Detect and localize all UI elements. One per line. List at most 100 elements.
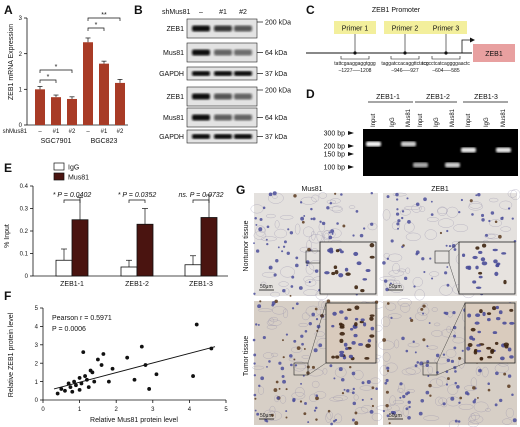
panel-g-nucleus bbox=[311, 312, 316, 317]
panel-g-nucleus bbox=[275, 259, 279, 263]
panel-b-band bbox=[234, 49, 252, 56]
panel-g-inset-nucleus bbox=[473, 350, 478, 355]
panel-g-nucleus bbox=[262, 335, 266, 340]
panel-a-xlabel: – bbox=[86, 129, 90, 135]
panel-g-inset-nucleus bbox=[343, 342, 348, 347]
panel-f-xtick-label: 2 bbox=[115, 407, 119, 413]
panel-f-point bbox=[139, 344, 144, 349]
panel-g-tissue-fiber bbox=[453, 223, 469, 233]
panel-f-xtick-label: 1 bbox=[78, 407, 82, 413]
panel-a-ytick-label: 1 bbox=[19, 88, 23, 94]
panel-g-nucleus bbox=[395, 198, 399, 201]
panel-b-band bbox=[234, 134, 252, 139]
panel-g-nucleus bbox=[349, 365, 352, 369]
panel-g-inset-nucleus bbox=[500, 356, 505, 361]
panel-g-tissue-fiber bbox=[294, 387, 305, 397]
panel-g-nucleus bbox=[312, 217, 316, 221]
panel-g-inset-nucleus bbox=[477, 330, 482, 334]
panel-a-bracket bbox=[39, 79, 57, 83]
panel-f-point bbox=[106, 379, 111, 384]
panel-g-inset-nucleus bbox=[472, 255, 478, 260]
panel-g-tissue-fiber bbox=[311, 380, 320, 388]
panel-f-ytick-label: 1 bbox=[35, 380, 39, 386]
panel-g-inset-nucleus bbox=[482, 311, 486, 317]
panel-g-nucleus bbox=[442, 353, 446, 356]
panel-g-nucleus bbox=[307, 247, 311, 252]
panel-g-inset-nucleus bbox=[369, 255, 375, 259]
panel-e-bracket bbox=[128, 199, 146, 203]
panel-g-nucleus bbox=[258, 384, 261, 388]
panel-g-inset-nucleus bbox=[362, 278, 368, 281]
panel-g-nucleus bbox=[275, 380, 279, 384]
panel-g-tissue-fiber bbox=[345, 389, 354, 394]
panel-f-point bbox=[85, 377, 89, 382]
panel-g-nucleus bbox=[422, 304, 426, 308]
panel-g-nucleus bbox=[281, 250, 284, 253]
panel-g-nucleus bbox=[406, 197, 409, 200]
panel-g-nucleus bbox=[340, 193, 343, 196]
panel-g-nucleus bbox=[334, 192, 337, 195]
panel-g-tissue-fiber bbox=[388, 269, 405, 277]
panel-g-inset-nucleus bbox=[487, 355, 493, 359]
panel-g-nucleus bbox=[415, 250, 420, 255]
panel-g-nucleus bbox=[390, 316, 393, 319]
legend-label-igg: IgG bbox=[68, 165, 79, 172]
panel-f-ytick-label: 3 bbox=[35, 343, 39, 349]
panel-g-inset-nucleus bbox=[509, 321, 515, 325]
panel-g-zoom-line bbox=[448, 241, 460, 252]
panel-g-nucleus bbox=[454, 370, 457, 373]
panel-a-xlabels: – #1 #2 – #1 #2 bbox=[38, 129, 124, 135]
panel-g-tissue-fiber bbox=[294, 364, 307, 370]
panel-g-nucleus bbox=[426, 360, 430, 364]
panel-g-nucleus bbox=[315, 396, 319, 401]
panel-a-ytick-label: 0 bbox=[19, 123, 23, 129]
panel-d-bands bbox=[366, 141, 511, 168]
panel-g-inset-nucleus bbox=[365, 268, 371, 273]
panel-f-point bbox=[83, 374, 87, 378]
panel-a-significance: ***** bbox=[39, 12, 121, 83]
panel-g-tissue-fiber bbox=[437, 207, 448, 215]
panel-g-nucleus bbox=[477, 192, 481, 197]
panel-g-nucleus bbox=[429, 394, 432, 397]
panel-g-tissue-fiber bbox=[298, 322, 308, 328]
panel-g-nucleus bbox=[326, 206, 330, 210]
panel-a-xlabel: #1 bbox=[101, 129, 108, 135]
panel-c-primer-range: –1227—–1208 bbox=[339, 68, 372, 74]
panel-g-nucleus bbox=[318, 343, 323, 348]
panel-g-nucleus bbox=[289, 231, 294, 235]
panel-g-nucleus bbox=[383, 279, 388, 283]
panel-g-nucleus bbox=[407, 219, 411, 224]
panel-e-bar bbox=[120, 266, 138, 277]
panel-g-nucleus bbox=[266, 420, 269, 423]
panel-g-inset-nucleus bbox=[467, 342, 473, 347]
panel-g-tissue-fiber bbox=[500, 226, 512, 232]
panel-g-tissue-fiber bbox=[397, 387, 404, 393]
panel-g-nucleus bbox=[255, 249, 260, 253]
panel-g-nucleus bbox=[289, 294, 292, 297]
panel-g-inset-nucleus bbox=[332, 311, 337, 316]
panel-g-nucleus bbox=[385, 403, 389, 408]
panel-g-tissue-fiber bbox=[436, 376, 448, 387]
panel-a-bar bbox=[99, 63, 109, 125]
panel-c-primer-seq: tcccctcatcaggggaactc bbox=[422, 61, 470, 67]
panel-g-nucleus bbox=[351, 418, 355, 422]
panel-e-letter: E bbox=[4, 161, 12, 175]
panel-d-band bbox=[496, 147, 511, 153]
panel-g-inset-nucleus bbox=[328, 249, 334, 253]
panel-b: B shMus81 – #1 #2 ZEB1 200 kDa Mus81 64 kDa GA… bbox=[134, 3, 291, 144]
panel-g-tissue-fiber bbox=[303, 275, 314, 283]
panel-a-star: * bbox=[55, 64, 58, 71]
panel-g-tissue-fiber bbox=[452, 337, 465, 344]
panel-g-source-box bbox=[434, 250, 450, 264]
panel-g-tissue-fiber bbox=[429, 271, 440, 277]
panel-g-nucleus bbox=[420, 307, 424, 311]
panel-g-nucleus bbox=[333, 419, 336, 423]
panel-g-tissue-fiber bbox=[392, 279, 401, 287]
panel-g-nucleus bbox=[315, 418, 318, 421]
panel-g-tissue-fiber bbox=[400, 302, 411, 313]
panel-g-nucleus bbox=[402, 394, 406, 399]
panel-g-nucleus bbox=[512, 418, 517, 423]
panel-g-tissue-fiber bbox=[394, 339, 400, 349]
panel-d-lane-label: Mus81 bbox=[501, 108, 507, 127]
